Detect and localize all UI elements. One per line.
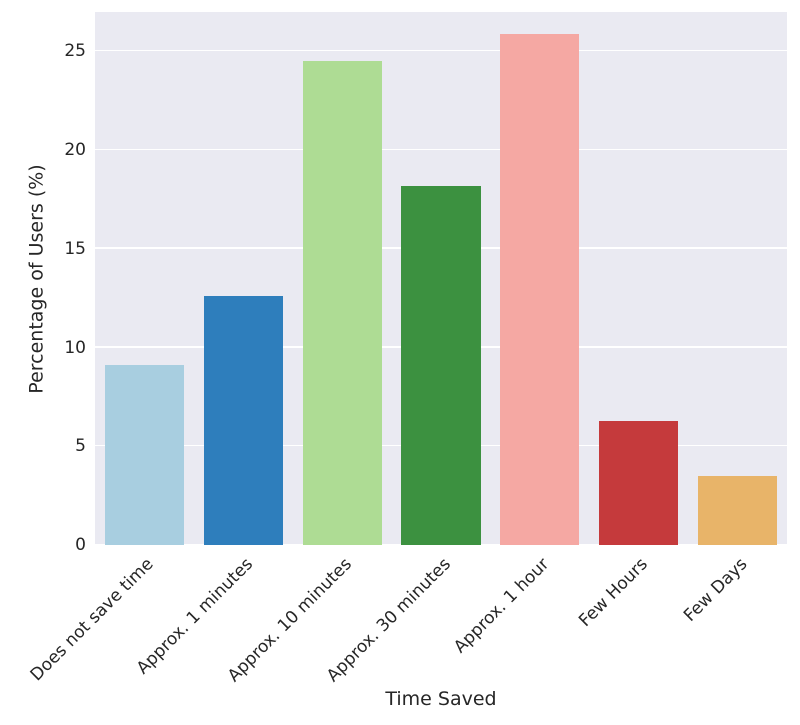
y-tick-label-20: 20: [64, 140, 86, 161]
x-tick-label-few-days: Few Days: [679, 554, 751, 626]
gridline-y-20: [95, 148, 787, 151]
y-tick-label-5: 5: [75, 436, 86, 457]
y-tick-label-25: 25: [64, 41, 86, 62]
bar-few-hours: [599, 420, 679, 545]
bar-slot-approx-1-hour: [490, 12, 589, 545]
x-tick-label-few-hours: Few Hours: [575, 554, 653, 631]
y-tick-label-10: 10: [64, 337, 86, 358]
bar-few-days: [698, 475, 778, 545]
bar-approx-30-minutes: [401, 185, 481, 545]
bar-slot-few-hours: [589, 12, 688, 545]
y-tick-label-0: 0: [75, 535, 86, 555]
bar-approx-1-minutes: [203, 296, 283, 545]
bar-slot-approx-30-minutes: [392, 12, 491, 545]
y-axis-tick-labels: 0 5 10 15 20 25: [0, 12, 86, 555]
bars-container: [95, 12, 787, 545]
bar-does-not-save-time: [104, 365, 184, 545]
x-axis-title: Time Saved: [385, 688, 497, 710]
bar-slot-few-days: [688, 12, 787, 545]
x-tick-label-approx-1-hour: Approx. 1 hour: [450, 554, 554, 658]
bar-slot-approx-1-minutes: [194, 12, 293, 545]
gridline-y-25: [95, 49, 787, 52]
bar-slot-approx-10-minutes: [293, 12, 392, 545]
bar-slot-does-not-save-time: [95, 12, 194, 545]
x-axis-tick-labels: Does not save time Approx. 1 minutes Appro…: [27, 549, 787, 689]
bar-approx-10-minutes: [302, 61, 382, 545]
plot-area: [95, 12, 787, 545]
bar-approx-1-hour: [500, 33, 580, 545]
y-tick-label-15: 15: [64, 238, 86, 259]
